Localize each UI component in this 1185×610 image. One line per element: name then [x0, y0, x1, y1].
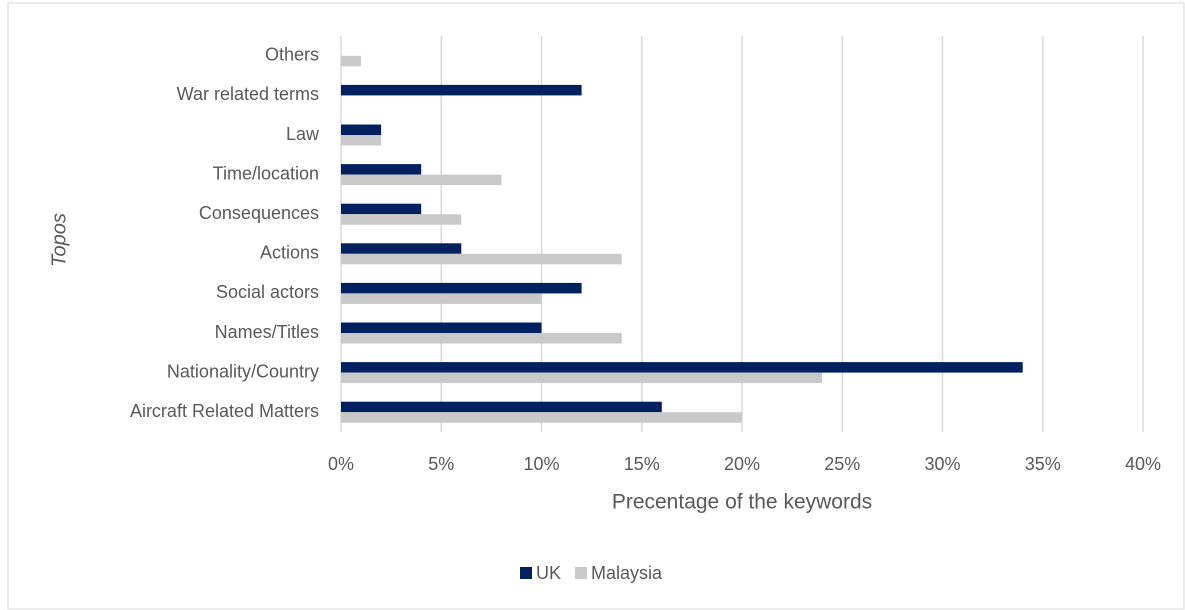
bar — [341, 253, 622, 265]
x-tick-label: 30% — [924, 454, 960, 474]
x-tick-label: 0% — [328, 454, 354, 474]
y-tick-label: Consequences — [199, 203, 319, 223]
bar — [341, 333, 622, 344]
x-tick-label: 25% — [824, 454, 860, 474]
y-tick-label: Aircraft Related Matters — [130, 401, 319, 421]
bar — [341, 135, 382, 146]
x-tick-label: 15% — [624, 454, 660, 474]
y-tick-label: Social actors — [216, 282, 319, 302]
bar — [341, 282, 582, 294]
bar — [341, 84, 582, 96]
x-axis-title: Precentage of the keywords — [612, 491, 872, 514]
y-tick-label: Law — [286, 124, 320, 144]
y-axis-title: Topos — [48, 213, 70, 267]
bar — [341, 174, 502, 186]
y-tick-label: War related terms — [177, 84, 319, 104]
bar — [341, 372, 823, 384]
x-tick-label: 35% — [1025, 454, 1061, 474]
y-tick-label: Actions — [260, 243, 319, 263]
x-tick-label: 40% — [1125, 454, 1161, 474]
bar — [341, 362, 1023, 373]
bar — [341, 322, 542, 333]
bar — [341, 203, 422, 215]
bar — [341, 412, 742, 423]
legend-swatch — [575, 567, 588, 579]
legend-label: Malaysia — [591, 563, 663, 583]
bar — [341, 243, 462, 254]
chart-frame — [7, 2, 1185, 610]
legend-label: UK — [536, 563, 561, 583]
bar — [341, 55, 362, 67]
bar — [341, 124, 382, 135]
x-tick-label: 5% — [428, 454, 454, 474]
x-tick-label: 10% — [523, 454, 559, 474]
y-tick-label: Nationality/Country — [167, 361, 319, 381]
bar — [341, 293, 542, 304]
y-tick-label: Others — [265, 45, 319, 65]
legend-swatch — [520, 567, 532, 579]
x-tick-label: 20% — [724, 454, 760, 474]
bar — [341, 214, 462, 225]
y-tick-label: Time/location — [213, 163, 319, 183]
y-tick-label: Names/Titles — [215, 322, 319, 342]
bar — [341, 401, 662, 413]
bar — [341, 164, 422, 175]
